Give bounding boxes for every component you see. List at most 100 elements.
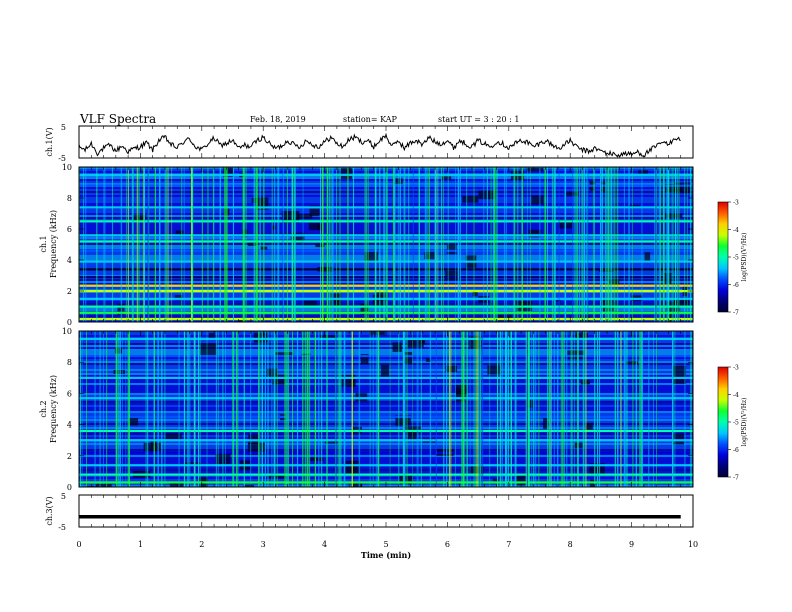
dark-patch [441, 176, 452, 180]
ch1-spectrogram-ticks [78, 167, 694, 322]
ch2-spectrogram-ticks [78, 331, 694, 487]
dark-patch [256, 197, 269, 210]
noise-row [79, 353, 693, 355]
time-tick-label: 3 [261, 540, 266, 549]
start-time-label: start UT = 3 : 20 : 1 [438, 115, 519, 124]
dark-patch [407, 338, 424, 348]
noise-row [79, 421, 693, 423]
frequency-tick-label: 0 [67, 483, 72, 492]
dark-patch [487, 365, 501, 375]
dark-patch [320, 335, 337, 340]
noise-row [79, 407, 693, 409]
noise-row [79, 435, 693, 437]
ch2-spectrogram-panel: 0 2 4 6 8 10 ch.2 Frequency (kHz) [39, 327, 694, 492]
dark-patch [564, 191, 579, 196]
frequency-tick-label: 0 [67, 318, 72, 327]
noise-row [79, 363, 693, 365]
time-axis-label: Time (min) [361, 550, 411, 560]
frequency-tick-label: 8 [67, 194, 72, 203]
dark-patch [531, 195, 544, 205]
noise-row [79, 411, 693, 413]
noise-row [79, 479, 693, 481]
ch1-spectrogram-image [79, 167, 693, 322]
dark-patch [309, 457, 324, 461]
dark-patch [673, 297, 690, 307]
colorbar-tick-label: -6 [733, 447, 739, 454]
noise-row [79, 477, 693, 479]
noise-row [79, 463, 693, 465]
time-tick-label: 6 [445, 540, 450, 549]
noise-row [79, 401, 693, 403]
dark-patch [86, 485, 97, 487]
dark-patch [625, 361, 639, 365]
time-tick-label: 1 [138, 540, 143, 549]
noise-row [79, 403, 693, 405]
time-tick-label: 7 [506, 540, 511, 549]
noise-row [79, 459, 693, 461]
ch2-frequency-ticklabels: 0 2 4 6 8 10 [62, 327, 693, 492]
dark-patch [638, 170, 648, 174]
dark-patch [691, 171, 693, 176]
ch1-spectrogram-panel: 0 2 4 6 8 10 ch.1 Frequency (kHz) [39, 163, 694, 327]
noise-row [79, 389, 693, 391]
dark-patch [243, 485, 255, 487]
time-tick-label: 5 [383, 540, 388, 549]
dark-patch [325, 439, 339, 444]
spectral-band [79, 337, 693, 340]
ch2-frequency-ylabel: Frequency (kHz) [49, 375, 58, 443]
dark-patch [271, 374, 286, 385]
ch1-waveform-panel: 5 -5 ch.1(V) [45, 123, 694, 163]
dark-patch [309, 205, 320, 217]
noise-row [79, 475, 693, 477]
dark-patch [247, 442, 266, 455]
noise-row [79, 405, 693, 407]
ch2-colorbar: -3 -4 -5 -6 -7 log(PSD)(V²/Hz) [717, 365, 748, 482]
noise-row [79, 467, 693, 469]
noise-row [79, 457, 693, 459]
frequency-tick-label: 8 [67, 358, 72, 367]
dark-patch [672, 365, 686, 379]
ch1-colorbar-ticks: -3 -4 -5 -6 -7 [728, 200, 739, 317]
dark-patch [664, 272, 672, 284]
date-label: Feb. 18, 2019 [250, 115, 306, 124]
noise-row [79, 349, 693, 351]
dark-patch [114, 347, 123, 354]
dark-patch [399, 473, 413, 485]
noise-row [79, 361, 693, 363]
ch3-waveform-frame [78, 494, 694, 528]
dark-patch [143, 442, 161, 452]
ch1-colorbar-scale [717, 201, 729, 313]
dark-patch [446, 244, 457, 255]
colorbar-tick-label: -7 [733, 310, 739, 317]
dark-patch [242, 229, 248, 238]
noise-row [79, 453, 693, 455]
ch3-waveform-ticks [78, 495, 694, 527]
ch2-colorbar-scale [717, 366, 729, 478]
dark-patch [472, 290, 478, 297]
ch2-spectrogram-image [79, 331, 693, 487]
ch1-spectrogram-ylabel: ch.1 [39, 235, 48, 252]
dark-patch [351, 483, 363, 487]
ch1-ytick-top: 5 [61, 123, 66, 132]
spectral-band [79, 397, 693, 400]
noise-row [79, 423, 693, 425]
colorbar-tick-label: -5 [733, 255, 739, 262]
spectral-band [79, 473, 693, 476]
spectral-band [79, 429, 693, 433]
noise-row [79, 385, 693, 387]
ch3-waveform-ylabel: ch.3(V) [45, 496, 54, 525]
time-tick-label: 0 [76, 540, 81, 549]
dark-patch [644, 252, 651, 263]
ch2-colorbar-ticks: -3 -4 -5 -6 -7 [728, 365, 739, 482]
noise-row [79, 471, 693, 473]
dark-patch [223, 167, 234, 177]
dark-patch [600, 181, 606, 193]
dark-patch [290, 232, 305, 244]
spectral-band [79, 376, 693, 379]
ch2-colorbar-label: log(PSD)(V²/Hz) [741, 398, 748, 447]
frequency-tick-label: 2 [67, 452, 72, 461]
frequency-tick-label: 2 [67, 287, 72, 296]
dark-patch [528, 229, 542, 238]
ch1-waveform-series [78, 132, 681, 158]
